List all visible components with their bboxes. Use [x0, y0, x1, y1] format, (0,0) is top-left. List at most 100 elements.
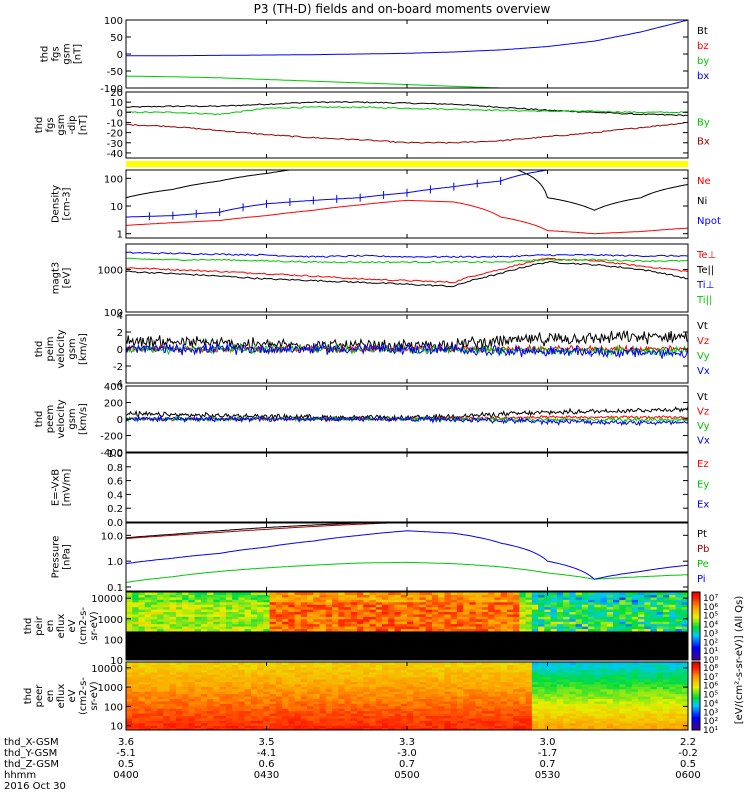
efield-legend-Ey: Ey: [697, 479, 709, 490]
svg-text:en: en: [45, 620, 56, 633]
density-legend-Ni: Ni: [697, 196, 707, 207]
efield-legend-Ez: Ez: [697, 459, 709, 470]
efield-ytick-label: 0.0: [107, 518, 123, 529]
peir_spectrogram-ytick-label: 10000: [91, 594, 123, 605]
svg-text:Density: Density: [51, 185, 62, 223]
peer_spectrogram-heatmap: [126, 662, 689, 731]
svg-text:[eV]: [eV]: [62, 268, 73, 289]
ephemeris-label: 2016 Oct 30: [4, 781, 66, 792]
pressure-ylabel: Pressure[nPa]: [51, 536, 73, 579]
ephemeris-value: 0.5: [118, 759, 134, 770]
fgs_gse-ytick-label: 0: [117, 108, 123, 119]
efield-ytick-label: 0.2: [107, 504, 123, 515]
svg-text:fgs: fgs: [51, 46, 62, 61]
peim_velocity-legend-Vy: Vy: [697, 351, 710, 362]
fgs_gse-ytick-label: 20: [110, 88, 123, 99]
peem_velocity-legend-Vt: Vt: [697, 392, 708, 403]
density-ytick-label: 10: [110, 202, 123, 213]
efield-ytick-label: 0.8: [107, 463, 123, 474]
svg-text:[nPa]: [nPa]: [62, 544, 73, 570]
ephemeris-value: 0530: [535, 770, 560, 781]
svg-text:[nT]: [nT]: [78, 115, 89, 135]
svg-text:peem: peem: [45, 405, 56, 433]
svg-text:[km/s]: [km/s]: [78, 333, 89, 365]
peem_velocity-ytick-label: -200: [100, 432, 123, 443]
peim_velocity-ytick-label: 0: [117, 345, 123, 356]
peer_spectrogram-ytick-label: 1000: [98, 683, 123, 694]
fgs_gse-ytick-label: -20: [107, 129, 123, 140]
ephemeris-value: -1.7: [538, 748, 558, 759]
ephemeris-value: 2.2: [680, 737, 696, 748]
peer_spectrogram-ytick-label: 10000: [91, 664, 123, 675]
fgs_gsm-legend-Bt: Bt: [697, 26, 708, 37]
svg-text:gsm: gsm: [67, 338, 78, 359]
fgs_gse-ytick-label: -40: [107, 149, 123, 160]
svg-text:velocity: velocity: [56, 399, 67, 438]
fgs_gse-frame: [126, 92, 688, 158]
ephemeris-value: 3.0: [540, 737, 556, 748]
mom_temp-series-Te||: [126, 262, 688, 287]
density-legend-Npot: Npot: [697, 216, 721, 227]
efield-frame: [126, 453, 688, 522]
mom_temp-legend-Ti||: Ti||: [696, 295, 712, 306]
peem_velocity-legend-Vz: Vz: [697, 407, 709, 418]
fgs_gsm-ytick-label: -50: [107, 67, 123, 78]
mom_temp-legend-Te||: Te||: [696, 265, 714, 276]
fgs_gsm-series-bx: [126, 20, 688, 56]
svg-text:eV: eV: [67, 619, 78, 632]
density-ylabel: Density[cm-3]: [51, 185, 73, 223]
svg-text:thd: thd: [34, 411, 45, 428]
density-frame: [126, 170, 688, 238]
colorbar-label: [eV/(cm²-s-sr-eV)] (All Qs): [734, 596, 745, 725]
peir_spectrogram-heatmap: [126, 592, 689, 661]
svg-text:thd: thd: [23, 618, 34, 635]
ephemeris-value: -4.1: [257, 748, 277, 759]
peem_velocity-legend-Vx: Vx: [697, 436, 710, 447]
efield-ytick-label: 0.6: [107, 477, 123, 488]
fgs_gse-series-By: [126, 107, 688, 115]
fgs_gsm-legend-by: by: [697, 56, 709, 67]
fgs_gsm-ytick-label: 0: [117, 50, 123, 61]
fgs_gsm-ytick-label: 50: [110, 33, 123, 44]
peem_velocity-legend-Vy: Vy: [697, 421, 710, 432]
svg-text:[mV/m]: [mV/m]: [62, 469, 73, 507]
ephemeris-label: hhmm: [4, 770, 36, 781]
peir_spectrogram-ytick-label: 1000: [98, 615, 123, 626]
ephemeris-value: 3.6: [118, 737, 134, 748]
svg-text:gsm: gsm: [67, 408, 78, 429]
peem_velocity-ytick-label: 0: [117, 415, 123, 426]
ephemeris-value: 0.6: [259, 759, 275, 770]
fgs_gse-series-Bx: [126, 122, 688, 143]
mom_temp-legend-Ti⊥: Ti⊥: [696, 280, 714, 291]
efield-ytick-label: 0.4: [107, 490, 123, 501]
mom_temp-ylabel: magt3[eV]: [51, 262, 73, 295]
svg-text:sr-eV): sr-eV): [89, 611, 100, 640]
density-ytick-label: 1: [117, 230, 123, 241]
density-series-Ne: [126, 200, 688, 233]
peim_velocity-legend-Vz: Vz: [697, 336, 709, 347]
fgs_gsm-ytick-label: 100: [104, 16, 123, 27]
ephemeris-value: 0.7: [540, 759, 556, 770]
ephemeris-value: 3.5: [259, 737, 275, 748]
pressure-ytick-label: 0.1: [107, 583, 123, 594]
ephemeris-value: 0.5: [680, 759, 696, 770]
fgs_gse-ytick-label: 10: [110, 98, 123, 109]
ephemeris-value: -3.0: [397, 748, 417, 759]
pressure-legend-Pt: Pt: [697, 529, 707, 540]
fgs_gse-ytick-label: -10: [107, 118, 123, 129]
